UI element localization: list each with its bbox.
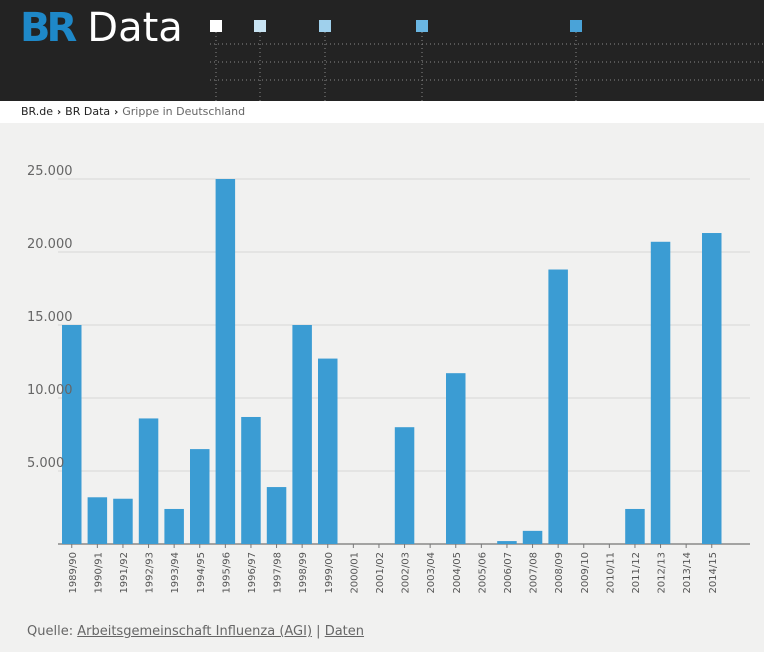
bar[interactable]	[548, 269, 568, 544]
x-tick-label: 2002/03	[401, 552, 412, 594]
x-tick-label: 1994/95	[196, 552, 207, 594]
source-divider: |	[316, 624, 321, 639]
source-data-link[interactable]: Daten	[324, 624, 365, 639]
bar-chart: 1989/90 1990/91 1991/92 1992/93 1993/94 1994/…	[27, 164, 750, 594]
bar[interactable]	[702, 233, 722, 544]
br-data-logo[interactable]: BR Data	[20, 6, 183, 50]
bar[interactable]	[87, 497, 108, 544]
y-tick-label: 5.000	[27, 456, 64, 471]
x-tick-label: 2005/06	[477, 552, 488, 594]
source-prefix: Quelle:	[27, 624, 74, 639]
bar[interactable]	[292, 325, 312, 544]
bar[interactable]	[650, 241, 671, 544]
decor-square	[416, 20, 428, 32]
x-tick-label: 2009/10	[580, 552, 591, 594]
x-tick-label: 1997/98	[273, 552, 284, 594]
bar[interactable]	[318, 358, 338, 544]
x-tick-label: 2007/08	[529, 552, 540, 594]
bar[interactable]	[497, 541, 517, 544]
x-tick-label: 1992/93	[145, 552, 156, 594]
bar[interactable]	[241, 416, 261, 544]
logo-mark: BR	[20, 5, 77, 51]
bar[interactable]	[215, 179, 236, 544]
y-tick-label: 20.000	[27, 237, 73, 252]
chevron-right-icon: ›	[57, 107, 62, 118]
x-tick-label: 1996/97	[247, 552, 258, 594]
breadcrumb-current: Grippe in Deutschland	[122, 105, 246, 118]
breadcrumb-link-br[interactable]: BR.de	[21, 105, 54, 118]
y-tick-label: 10.000	[27, 383, 73, 398]
x-tick-label: 2004/05	[452, 552, 463, 594]
x-tick-label: 2014/15	[708, 552, 719, 594]
bar[interactable]	[394, 427, 415, 544]
x-tick-label: 2012/13	[657, 552, 668, 594]
source-agi-link[interactable]: Arbeitsgemeinschaft Influenza (AGI)	[77, 624, 313, 639]
breadcrumb-link-brdata[interactable]: BR Data	[65, 105, 111, 118]
site-header: BR Data	[0, 0, 764, 101]
bar[interactable]	[446, 373, 466, 544]
x-tick-label: 1998/99	[298, 552, 309, 594]
bar[interactable]	[62, 325, 82, 544]
logo-text: Data	[87, 5, 183, 51]
x-tick-label: 2013/14	[682, 552, 693, 594]
x-tick-label: 2000/01	[349, 552, 360, 594]
x-tick-label: 2006/07	[503, 552, 514, 594]
x-tick-label: 2008/09	[554, 552, 565, 594]
bar[interactable]	[522, 530, 543, 544]
x-tick-label: 2011/12	[631, 552, 642, 594]
x-tick-label: 1990/91	[93, 552, 104, 594]
x-tick-label: 1991/92	[119, 552, 130, 594]
x-tick-label: 1993/94	[170, 552, 181, 594]
decor-square	[570, 20, 582, 32]
y-tick-label: 15.000	[27, 310, 73, 325]
source-line: Quelle: Arbeitsgemeinschaft Influenza (A…	[27, 624, 364, 639]
header-decoration	[210, 20, 764, 101]
bar[interactable]	[113, 498, 133, 544]
bar[interactable]	[625, 508, 645, 544]
decor-square	[254, 20, 266, 32]
x-tick-label: 1999/00	[324, 552, 335, 594]
decor-square	[319, 20, 331, 32]
x-tick-label: 2001/02	[375, 552, 386, 594]
decor-square	[210, 20, 222, 32]
bar[interactable]	[138, 418, 159, 544]
y-tick-label: 25.000	[27, 164, 73, 179]
x-tick-label: 2010/11	[605, 552, 616, 594]
x-tick-label: 1995/96	[221, 552, 232, 594]
bar[interactable]	[266, 487, 287, 544]
breadcrumb: BR.de › BR Data › Grippe in Deutschland	[0, 101, 764, 123]
x-tick-label: 2003/04	[426, 552, 437, 594]
bar[interactable]	[190, 449, 210, 544]
x-tick-label: 1989/90	[68, 552, 79, 594]
bar[interactable]	[164, 508, 184, 544]
chevron-right-icon: ›	[114, 107, 119, 118]
